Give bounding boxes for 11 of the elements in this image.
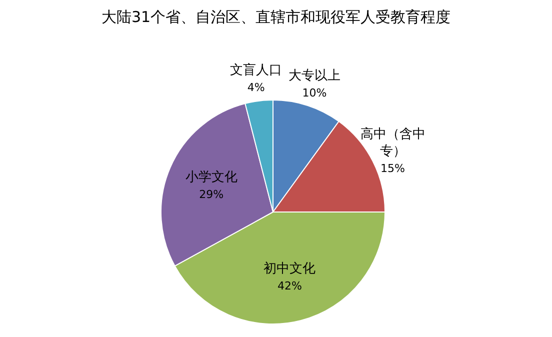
data-label: 15% (380, 161, 405, 174)
slice-label: 初中文化 (264, 261, 316, 276)
data-label: 42% (277, 279, 302, 292)
data-label: 4% (247, 80, 265, 94)
slice-label: 高中（含中专） (360, 125, 426, 158)
slice-label: 小学文化 (185, 169, 238, 184)
data-label: 10% (302, 86, 327, 100)
data-label: 29% (199, 187, 224, 200)
slice-label: 文盲人口 (230, 62, 282, 78)
chart-title: 大陆31个省、自治区、直辖市和现役军人受教育程度 (100, 8, 452, 27)
slice-label: 大专以上 (288, 68, 341, 84)
